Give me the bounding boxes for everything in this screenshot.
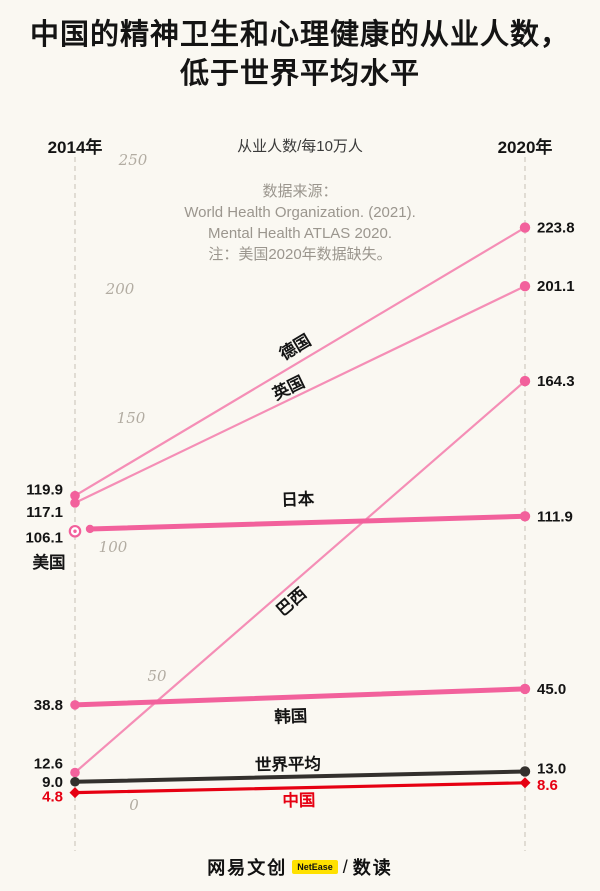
- source-note-line-4: 注：美国2020年数据缺失。: [208, 246, 392, 263]
- netease-wenchuang-logo: 网易文创: [207, 858, 288, 878]
- line-brazil: [73, 380, 527, 774]
- value-label-2014: 12.6: [34, 755, 63, 772]
- series-korea: 38.8 45.0 韩国: [34, 681, 566, 727]
- title-line-1: 中国的精神卫生和心理健康的从业人数，: [29, 19, 570, 51]
- diamond-marker: [69, 787, 81, 799]
- line-korea: [72, 686, 528, 708]
- dot-marker-2014: [70, 490, 80, 501]
- value-label-2014: 106.1: [25, 529, 63, 546]
- value-label-2020: 13.0: [537, 760, 566, 777]
- dot-marker-2020: [519, 280, 531, 292]
- dot-marker-2014: [85, 524, 95, 534]
- svg-text:100: 100: [99, 538, 128, 556]
- svg-text:200: 200: [105, 280, 135, 298]
- source-note: 数据来源： World Health Organization. (2021).…: [0, 181, 600, 265]
- source-note-line-3: Mental Health ATLAS 2020.: [208, 225, 392, 242]
- line-germany: [73, 226, 527, 497]
- line-china: [73, 781, 527, 795]
- y-tick-labels: 250 200 150 100 50 0: [99, 151, 167, 814]
- value-label-2014: 38.8: [34, 697, 63, 714]
- value-label-2020: 111.9: [537, 508, 573, 525]
- dot-marker-2020: [519, 511, 531, 522]
- column-header-2020: 2020年: [497, 138, 553, 157]
- chart-title: 中国的精神卫生和心理健康的从业人数， 低于世界平均水平: [0, 16, 600, 94]
- value-label-2014: 9.0: [42, 774, 63, 791]
- svg-text:0: 0: [129, 796, 139, 814]
- svg-text:50: 50: [147, 667, 167, 685]
- value-label-2020: 201.1: [537, 278, 575, 295]
- dot-marker-2020: [519, 375, 531, 387]
- line-world: [73, 769, 527, 784]
- dot-marker-2014: [70, 700, 80, 710]
- series-name-label: 世界平均: [255, 753, 321, 774]
- series-name-label: 德国: [276, 330, 315, 364]
- svg-text:250: 250: [118, 151, 148, 169]
- line-uk: [73, 285, 527, 504]
- value-label-2014: 119.9: [26, 482, 63, 499]
- column-header-2014: 2014年: [47, 138, 103, 157]
- value-label-2020: 8.6: [537, 777, 558, 794]
- value-label-2020: 164.3: [537, 373, 575, 390]
- logo-divider: /: [342, 856, 348, 877]
- value-label-2014: 4.8: [42, 789, 63, 806]
- series-name-label: 韩国: [274, 705, 308, 726]
- source-note-line-1: 数据来源：: [262, 183, 338, 200]
- series-china: 4.8 8.6 中国: [42, 777, 558, 810]
- dot-marker-2020: [519, 222, 531, 233]
- series-usa: 106.1 美国: [25, 524, 82, 572]
- series-name-label: 日本: [281, 488, 315, 509]
- series-name-label: 巴西: [273, 584, 310, 620]
- dot-marker-2020: [519, 766, 531, 777]
- value-label-2020: 223.8: [537, 220, 575, 237]
- line-japan: [87, 513, 528, 532]
- value-label-2020: 45.0: [537, 681, 566, 698]
- series-name-label: 中国: [282, 790, 315, 811]
- center-dot-marker: [73, 529, 77, 533]
- series-japan: 111.9 日本: [85, 488, 573, 534]
- diamond-marker: [519, 777, 531, 789]
- shudu-logo: 数读: [352, 858, 393, 878]
- footer-logo: 网易文创 NetEase / 数读: [0, 853, 600, 881]
- dot-marker-2014: [70, 776, 80, 787]
- series-world: 9.0 13.0 世界平均: [42, 753, 566, 790]
- dot-marker-2020: [519, 683, 531, 695]
- source-note-line-2: World Health Organization. (2021).: [184, 204, 416, 221]
- svg-text:150: 150: [117, 409, 146, 427]
- axis-title: 从业人数/每10万人: [237, 138, 363, 155]
- title-line-2: 低于世界平均水平: [179, 58, 420, 90]
- netease-badge: NetEase: [292, 860, 338, 874]
- value-label-2014: 117.1: [26, 504, 63, 521]
- series-lines: [72, 226, 528, 795]
- dot-marker-2014: [70, 498, 80, 508]
- series-name-label: 美国: [33, 552, 66, 572]
- dot-marker-2014: [70, 767, 80, 778]
